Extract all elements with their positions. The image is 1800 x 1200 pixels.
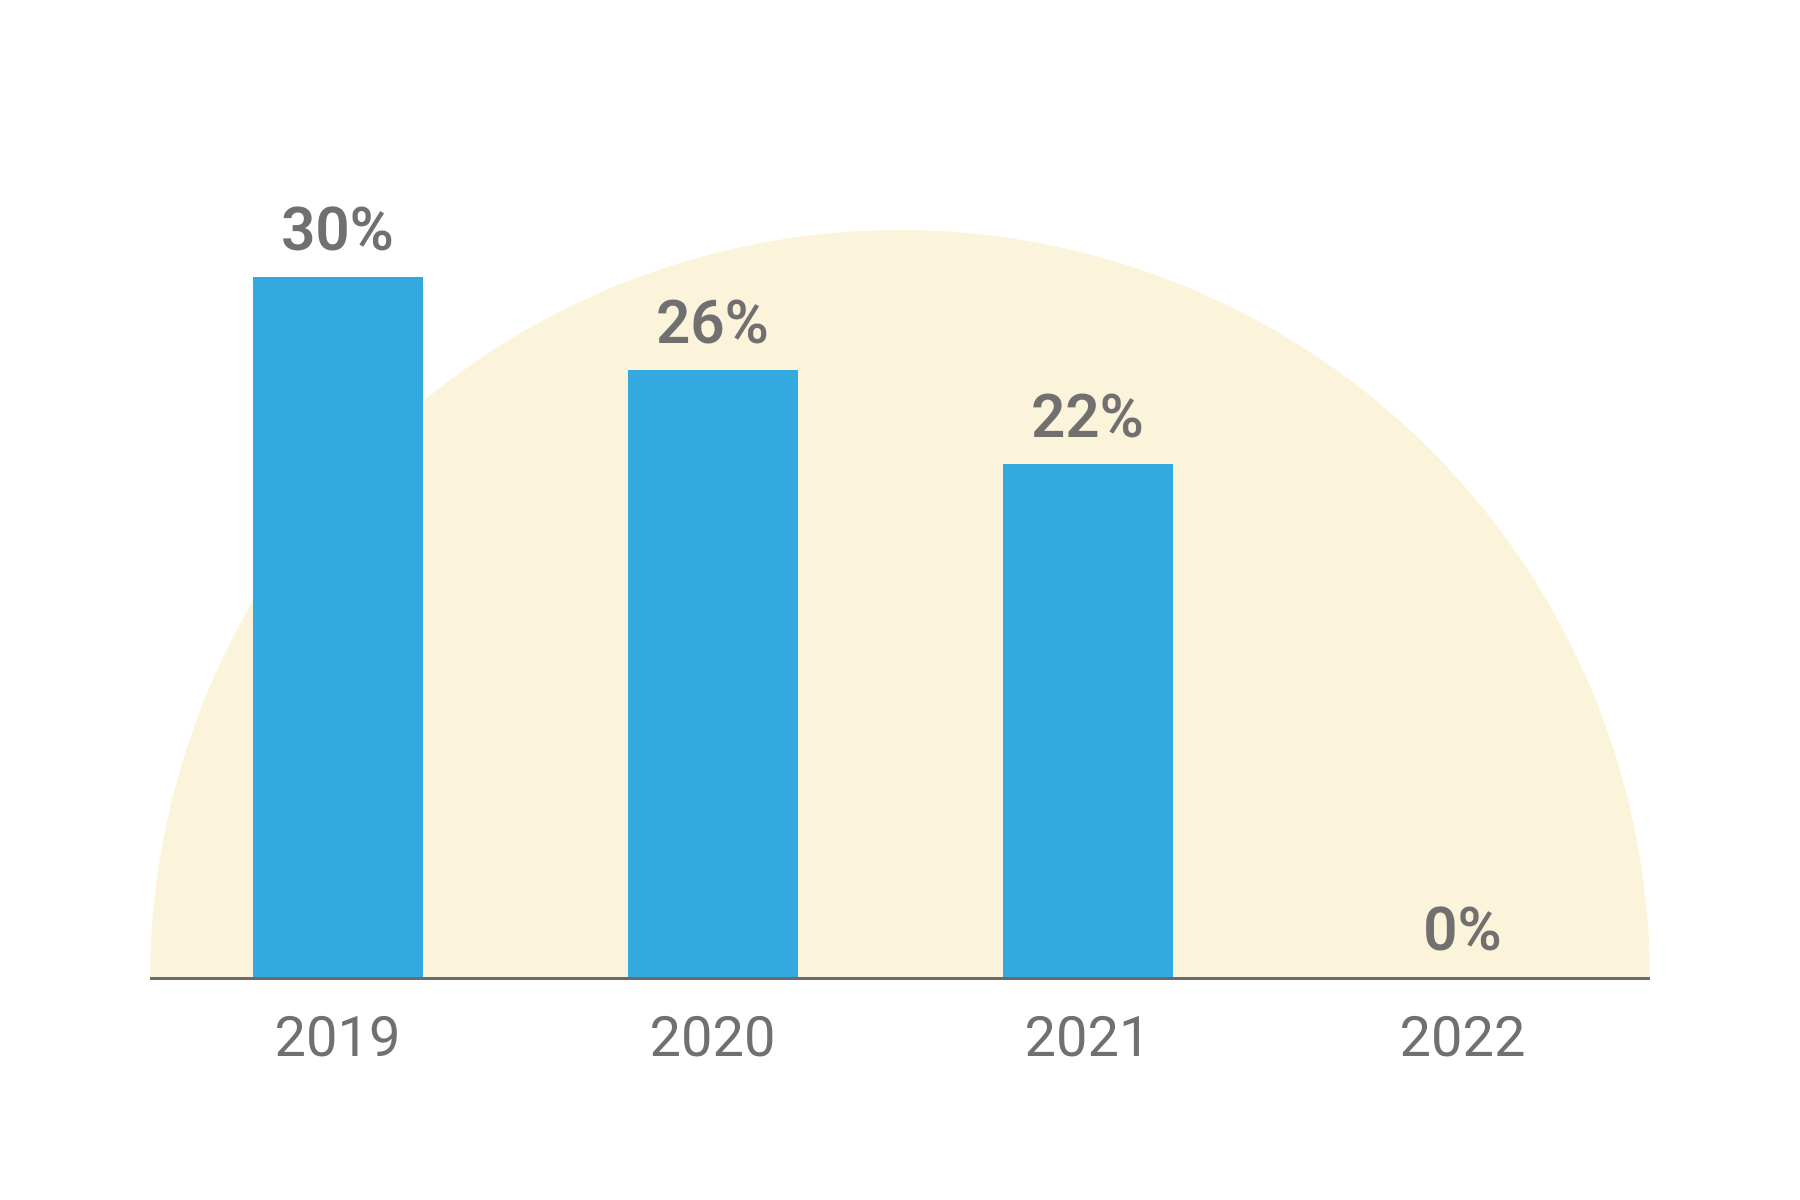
x-labels-area: 2019 2020 2021 2022 bbox=[150, 1004, 1650, 1070]
bar bbox=[628, 370, 798, 977]
bar-value-label: 22% bbox=[1031, 381, 1144, 452]
bar-value-label: 0% bbox=[1423, 894, 1502, 965]
bar bbox=[253, 277, 423, 977]
x-axis-label: 2021 bbox=[900, 1004, 1275, 1070]
x-axis-baseline bbox=[150, 977, 1650, 980]
bar-value-label: 26% bbox=[656, 287, 769, 358]
bar bbox=[1003, 464, 1173, 977]
bar-group-3: 0% bbox=[1275, 894, 1650, 977]
bar-group-1: 26% bbox=[525, 287, 900, 977]
bars-area: 30% 26% 22% 0% bbox=[150, 197, 1650, 977]
bar-chart: 30% 26% 22% 0% 2019 2020 2021 2022 bbox=[150, 100, 1650, 1100]
bar-group-0: 30% bbox=[150, 194, 525, 977]
x-axis-label: 2020 bbox=[525, 1004, 900, 1070]
x-axis-label: 2019 bbox=[150, 1004, 525, 1070]
x-axis-label: 2022 bbox=[1275, 1004, 1650, 1070]
bar-value-label: 30% bbox=[281, 194, 394, 265]
bar-group-2: 22% bbox=[900, 381, 1275, 977]
